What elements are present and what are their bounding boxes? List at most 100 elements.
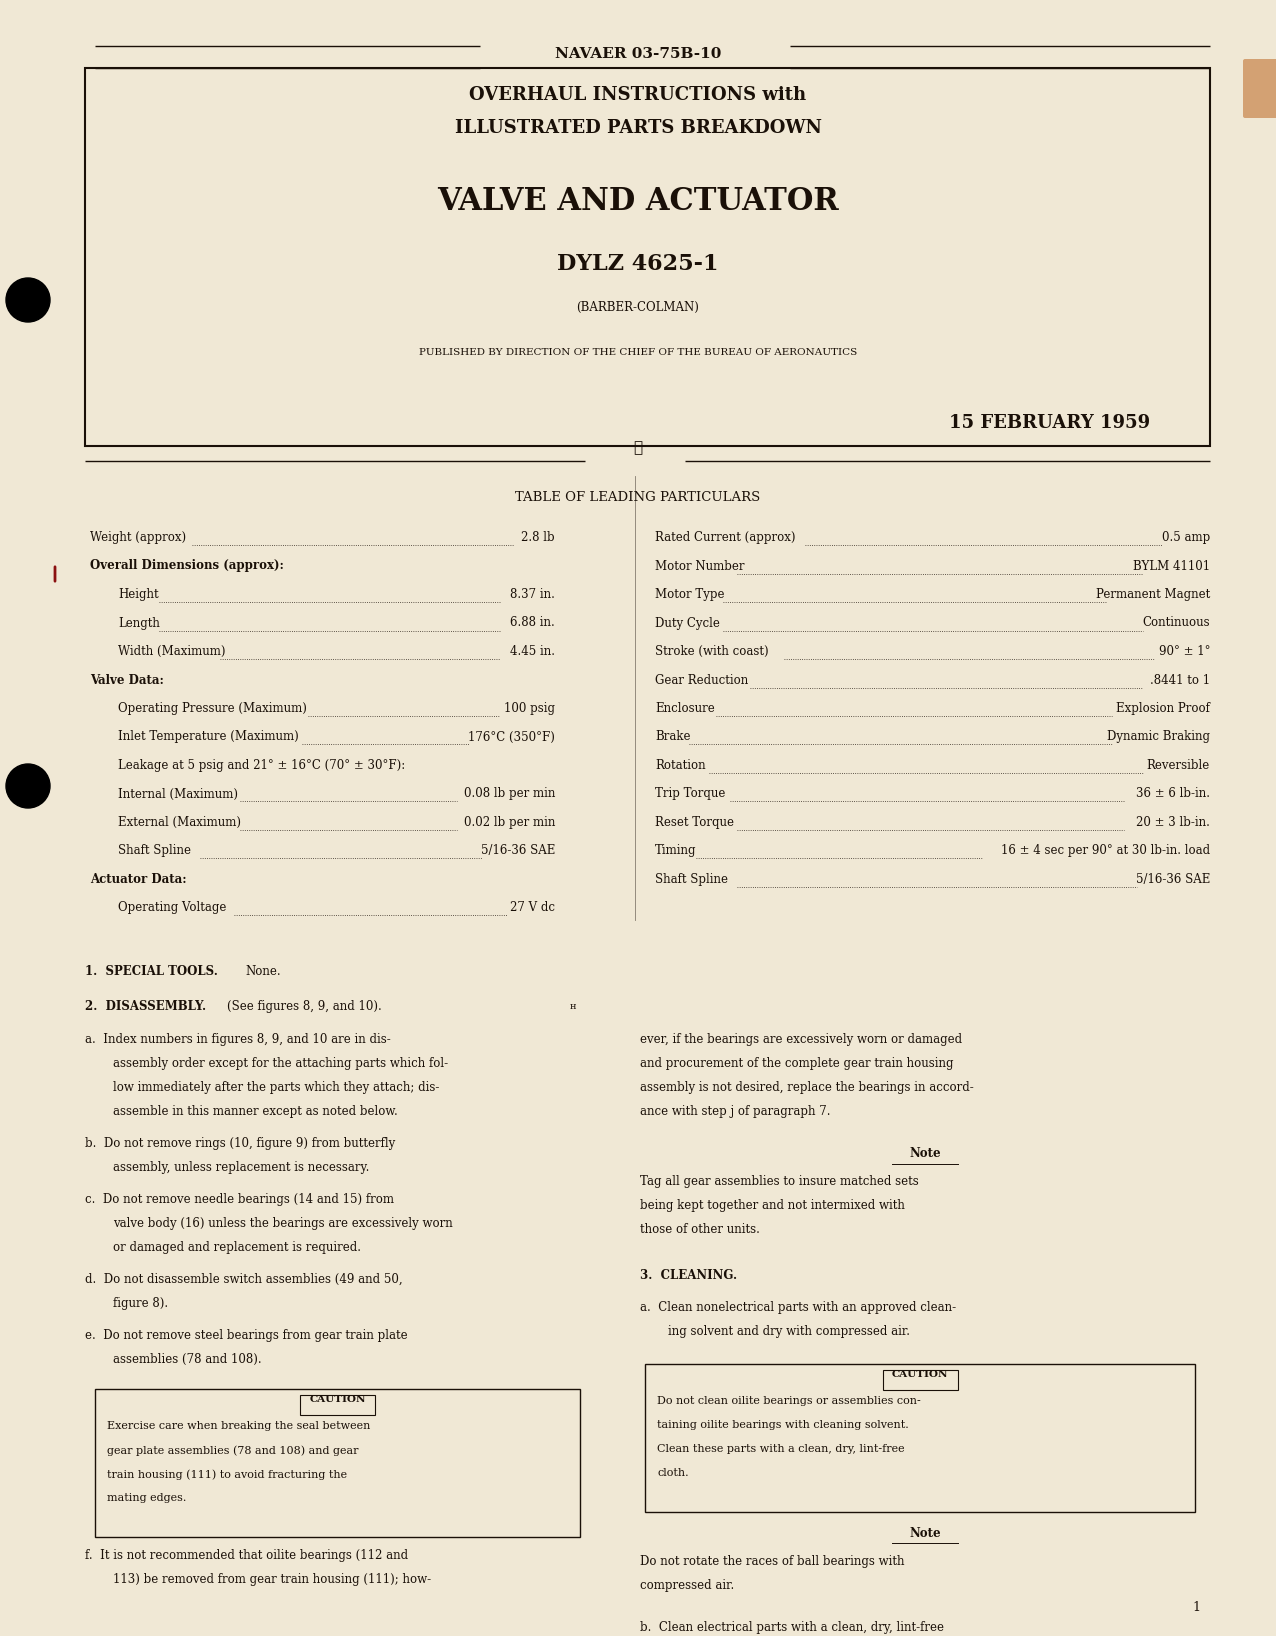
Text: 0.08 lb per min: 0.08 lb per min [463, 787, 555, 800]
Text: External (Maximum): External (Maximum) [117, 816, 241, 829]
Text: Stroke (with coast): Stroke (with coast) [655, 645, 768, 658]
Text: Exercise care when breaking the seal between: Exercise care when breaking the seal bet… [107, 1422, 370, 1432]
Text: PUBLISHED BY DIRECTION OF THE CHIEF OF THE BUREAU OF AERONAUTICS: PUBLISHED BY DIRECTION OF THE CHIEF OF T… [419, 348, 857, 357]
Text: DYLZ 4625-1: DYLZ 4625-1 [558, 254, 718, 275]
Text: Width (Maximum): Width (Maximum) [117, 645, 226, 658]
Text: those of other units.: those of other units. [641, 1224, 760, 1237]
Text: Overall Dimensions (approx):: Overall Dimensions (approx): [91, 560, 283, 573]
Text: BYLM 41101: BYLM 41101 [1133, 560, 1210, 573]
Text: Permanent Magnet: Permanent Magnet [1096, 587, 1210, 600]
Text: 5/16-36 SAE: 5/16-36 SAE [481, 844, 555, 857]
Text: Leakage at 5 psig and 21° ± 16°C (70° ± 30°F):: Leakage at 5 psig and 21° ± 16°C (70° ± … [117, 759, 406, 772]
Text: Shaft Spline: Shaft Spline [655, 874, 729, 887]
Text: ance with step j of paragraph 7.: ance with step j of paragraph 7. [641, 1104, 831, 1117]
Text: CAUTION: CAUTION [309, 1396, 366, 1404]
Text: Reset Torque: Reset Torque [655, 816, 734, 829]
Text: Duty Cycle: Duty Cycle [655, 617, 720, 630]
Text: ʜ: ʜ [570, 1001, 577, 1011]
Text: Inlet Temperature (Maximum): Inlet Temperature (Maximum) [117, 731, 299, 743]
Bar [300, 1396, 375, 1415]
Bar [85, 69, 1210, 447]
Text: Clean these parts with a clean, dry, lint-free: Clean these parts with a clean, dry, lin… [657, 1445, 905, 1454]
Text: Internal (Maximum): Internal (Maximum) [117, 787, 239, 800]
Text: train housing (111) to avoid fracturing the: train housing (111) to avoid fracturing … [107, 1469, 347, 1479]
Text: b.  Do not remove rings (10, figure 9) from butterfly: b. Do not remove rings (10, figure 9) fr… [85, 1137, 396, 1150]
Text: 1: 1 [1192, 1602, 1199, 1615]
Text: Dynamic Braking: Dynamic Braking [1108, 731, 1210, 743]
Text: 16 ± 4 sec per 90° at 30 lb-in. load: 16 ± 4 sec per 90° at 30 lb-in. load [1000, 844, 1210, 857]
Text: NAVAER 03-75B-10: NAVAER 03-75B-10 [555, 47, 721, 61]
Text: TABLE OF LEADING PARTICULARS: TABLE OF LEADING PARTICULARS [516, 491, 760, 504]
Text: CAUTION: CAUTION [892, 1371, 948, 1379]
Text: a.  Index numbers in figures 8, 9, and 10 are in dis-: a. Index numbers in figures 8, 9, and 10… [85, 1032, 390, 1045]
Text: figure 8).: figure 8). [114, 1297, 168, 1310]
Text: Do not clean oilite bearings or assemblies con-: Do not clean oilite bearings or assembli… [657, 1396, 921, 1405]
Text: 3.  CLEANING.: 3. CLEANING. [641, 1270, 738, 1283]
Text: Explosion Proof: Explosion Proof [1116, 702, 1210, 715]
Text: (See figures 8, 9, and 10).: (See figures 8, 9, and 10). [227, 1000, 382, 1013]
Text: 2.8 lb: 2.8 lb [522, 532, 555, 545]
Text: Rotation: Rotation [655, 759, 706, 772]
Text: 90° ± 1°: 90° ± 1° [1159, 645, 1210, 658]
Text: 20 ± 3 lb-in.: 20 ± 3 lb-in. [1136, 816, 1210, 829]
Text: Operating Pressure (Maximum): Operating Pressure (Maximum) [117, 702, 306, 715]
Text: Reversible: Reversible [1147, 759, 1210, 772]
Text: 100 psig: 100 psig [504, 702, 555, 715]
Text: ever, if the bearings are excessively worn or damaged: ever, if the bearings are excessively wo… [641, 1032, 962, 1045]
Text: 1.  SPECIAL TOOLS.: 1. SPECIAL TOOLS. [85, 965, 218, 978]
Text: Enclosure: Enclosure [655, 702, 715, 715]
Circle shape [6, 764, 50, 808]
Text: 4.45 in.: 4.45 in. [510, 645, 555, 658]
Text: or damaged and replacement is required.: or damaged and replacement is required. [114, 1242, 361, 1255]
Text: 0.02 lb per min: 0.02 lb per min [463, 816, 555, 829]
Bar [644, 1364, 1196, 1512]
Text: assembly is not desired, replace the bearings in accord-: assembly is not desired, replace the bea… [641, 1081, 974, 1094]
Bar [94, 1389, 581, 1536]
Text: d.  Do not disassemble switch assemblies (49 and 50,: d. Do not disassemble switch assemblies … [85, 1273, 403, 1286]
Text: e.  Do not remove steel bearings from gear train plate: e. Do not remove steel bearings from gea… [85, 1328, 407, 1342]
Text: Motor Number: Motor Number [655, 560, 744, 573]
Text: Weight (approx): Weight (approx) [91, 532, 186, 545]
Text: Do not rotate the races of ball bearings with: Do not rotate the races of ball bearings… [641, 1554, 905, 1567]
Text: 113) be removed from gear train housing (111); how-: 113) be removed from gear train housing … [114, 1572, 431, 1585]
Text: Note: Note [910, 1526, 940, 1539]
Text: low immediately after the parts which they attach; dis-: low immediately after the parts which th… [114, 1081, 439, 1094]
Text: compressed air.: compressed air. [641, 1579, 734, 1592]
Text: 5/16-36 SAE: 5/16-36 SAE [1136, 874, 1210, 887]
Text: ILLUSTRATED PARTS BREAKDOWN: ILLUSTRATED PARTS BREAKDOWN [454, 119, 822, 137]
Text: being kept together and not intermixed with: being kept together and not intermixed w… [641, 1199, 905, 1212]
Text: 27 V dc: 27 V dc [510, 901, 555, 915]
Text: 8.37 in.: 8.37 in. [510, 587, 555, 600]
Text: ing solvent and dry with compressed air.: ing solvent and dry with compressed air. [669, 1325, 910, 1338]
Text: assemble in this manner except as noted below.: assemble in this manner except as noted … [114, 1104, 398, 1117]
Text: Rated Current (approx): Rated Current (approx) [655, 532, 795, 545]
Text: 176°C (350°F): 176°C (350°F) [468, 731, 555, 743]
Text: .8441 to 1: .8441 to 1 [1150, 674, 1210, 687]
Text: a.  Clean nonelectrical parts with an approved clean-: a. Clean nonelectrical parts with an app… [641, 1301, 956, 1314]
Text: ★: ★ [633, 442, 643, 455]
Text: assemblies (78 and 108).: assemblies (78 and 108). [114, 1353, 262, 1366]
Text: Height: Height [117, 587, 158, 600]
Text: Gear Reduction: Gear Reduction [655, 674, 748, 687]
Text: assembly, unless replacement is necessary.: assembly, unless replacement is necessar… [114, 1162, 369, 1175]
Text: cloth.: cloth. [657, 1467, 689, 1477]
Text: and procurement of the complete gear train housing: and procurement of the complete gear tra… [641, 1057, 953, 1070]
Text: (BARBER-COLMAN): (BARBER-COLMAN) [577, 301, 699, 314]
Text: Tag all gear assemblies to insure matched sets: Tag all gear assemblies to insure matche… [641, 1175, 919, 1188]
Text: OVERHAUL INSTRUCTIONS with: OVERHAUL INSTRUCTIONS with [470, 87, 806, 105]
Text: c.  Do not remove needle bearings (14 and 15) from: c. Do not remove needle bearings (14 and… [85, 1193, 394, 1206]
Text: Valve Data:: Valve Data: [91, 674, 163, 687]
Text: Shaft Spline: Shaft Spline [117, 844, 191, 857]
Text: 0.5 amp: 0.5 amp [1161, 532, 1210, 545]
Text: Brake: Brake [655, 731, 690, 743]
Text: Trip Torque: Trip Torque [655, 787, 725, 800]
Text: None.: None. [245, 965, 281, 978]
Text: 36 ± 6 lb-in.: 36 ± 6 lb-in. [1136, 787, 1210, 800]
Text: Motor Type: Motor Type [655, 587, 725, 600]
Text: Length: Length [117, 617, 160, 630]
Bar [883, 1369, 957, 1391]
FancyBboxPatch shape [1243, 59, 1276, 118]
Text: f.  It is not recommended that oilite bearings (112 and: f. It is not recommended that oilite bea… [85, 1549, 408, 1562]
Text: 6.88 in.: 6.88 in. [510, 617, 555, 630]
Text: b.  Clean electrical parts with a clean, dry, lint-free: b. Clean electrical parts with a clean, … [641, 1621, 944, 1634]
